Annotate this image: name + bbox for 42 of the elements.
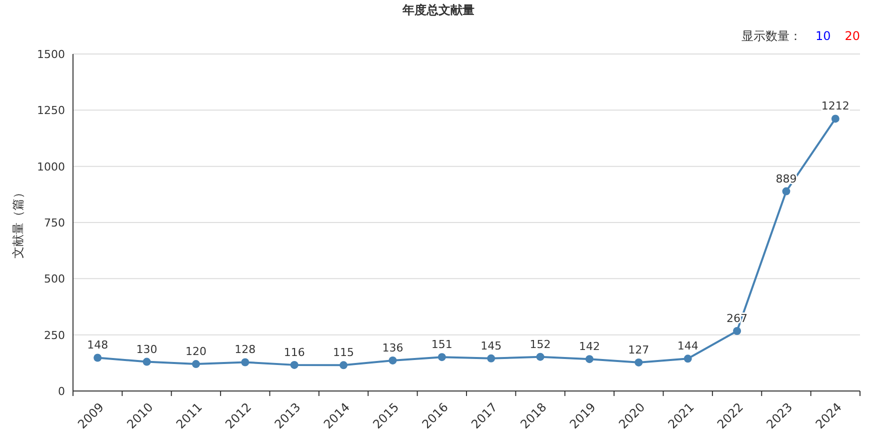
data-label: 144 <box>677 340 698 353</box>
point <box>438 353 446 362</box>
data-label: 115 <box>333 346 354 360</box>
data-label: 128 <box>234 343 256 356</box>
data-label: 120 <box>185 345 206 358</box>
point <box>782 187 790 196</box>
y-tick-label: 500 <box>44 272 65 286</box>
point <box>290 360 298 369</box>
point <box>487 354 496 362</box>
point <box>585 355 594 364</box>
y-axis-title: 文献量（篇） <box>11 186 25 258</box>
text: 10 <box>815 29 831 43</box>
data-label: 152 <box>530 338 551 351</box>
y-tick-label: 0 <box>58 385 65 398</box>
data-label: 142 <box>578 340 600 354</box>
y-tick-label: 750 <box>44 216 65 230</box>
y-tick-label: 250 <box>44 328 65 342</box>
point <box>684 354 692 363</box>
point <box>192 360 200 368</box>
data-label: 136 <box>382 341 404 354</box>
point <box>241 358 250 366</box>
text: 20 <box>844 29 860 43</box>
y-tick-label: 1250 <box>37 104 65 118</box>
data-label: 145 <box>480 339 502 352</box>
point <box>388 356 397 364</box>
data-label: 151 <box>431 338 452 352</box>
y-tick-label: 1500 <box>37 48 65 61</box>
point <box>94 354 102 362</box>
data-label: 1212 <box>821 100 850 113</box>
point <box>142 358 151 366</box>
point <box>536 352 544 361</box>
data-label: 127 <box>628 343 650 356</box>
point <box>733 327 742 336</box>
point <box>831 114 840 123</box>
y-tick-label: 1000 <box>37 160 65 174</box>
text: 显示数量： <box>741 29 802 43</box>
point <box>634 358 643 366</box>
data-label: 148 <box>87 338 108 352</box>
data-label: 130 <box>136 342 158 356</box>
chart-title: 年度总文献量 <box>402 3 474 17</box>
point <box>340 361 348 370</box>
data-label: 116 <box>284 346 305 359</box>
